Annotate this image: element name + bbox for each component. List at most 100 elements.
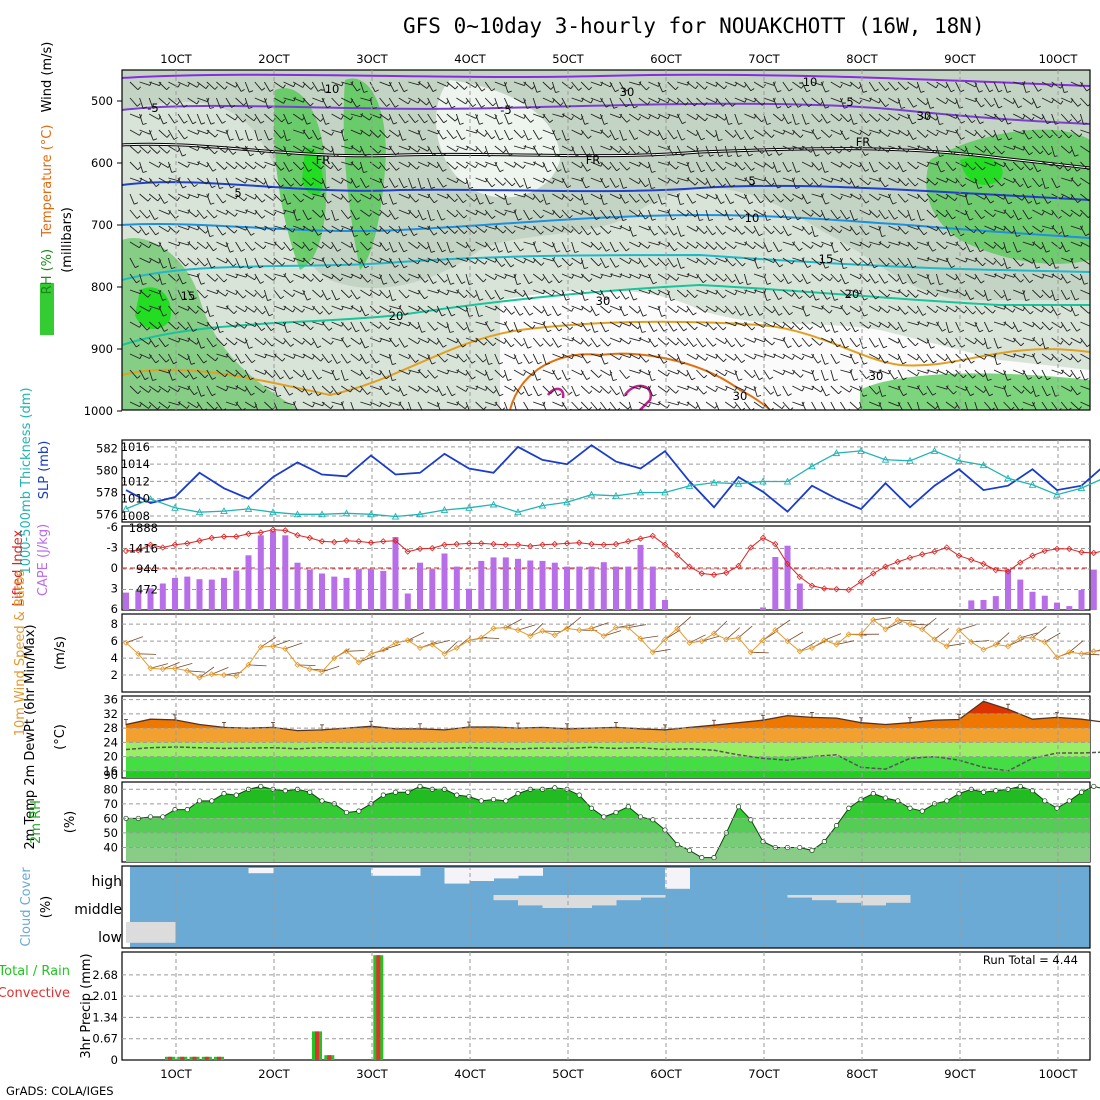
wind-barb-flag <box>540 231 544 235</box>
wind-barb-shaft <box>206 193 212 205</box>
wind-barb-flag <box>635 151 640 155</box>
wind-barb-flag <box>673 136 678 140</box>
wind-barb-flag <box>1028 136 1033 140</box>
wind-barb-flag <box>580 340 584 345</box>
wind-barb-flag <box>694 102 698 107</box>
wind-barb-shaft <box>590 257 599 267</box>
thickness-marker <box>563 498 571 506</box>
wind-barb-shaft <box>648 97 659 104</box>
wind-barb-flag <box>606 215 611 220</box>
wind-barb-shaft <box>312 241 322 249</box>
wind-barb-flag <box>1013 338 1016 343</box>
cape-bar <box>772 557 779 610</box>
wind-barb-shaft <box>984 305 993 314</box>
wind-barb-shaft <box>1012 177 1021 187</box>
wind-barb-flag <box>770 230 775 235</box>
wind-barb-shaft <box>407 177 413 189</box>
wind-barb-shaft <box>408 353 416 363</box>
wind-barb-shaft <box>897 177 907 187</box>
wind-barb-shaft <box>849 97 860 104</box>
wind-barb-shaft <box>427 305 437 313</box>
wind-barb-shaft <box>705 273 715 282</box>
wind-barb-shaft <box>436 129 444 140</box>
wind-barb-flag <box>538 137 543 140</box>
wind-barb-flag <box>254 210 258 215</box>
wind-barb-shaft <box>945 289 957 294</box>
wind-barb-flag <box>731 344 736 348</box>
rh-marker <box>417 783 423 789</box>
wind-barb-shaft <box>456 209 465 219</box>
wind-barb-shaft <box>648 305 659 311</box>
wind-barb-shaft <box>360 209 370 217</box>
wind-barb-shaft <box>974 129 983 139</box>
wind-barb-shaft <box>235 369 244 379</box>
cape-bar <box>331 576 338 610</box>
wind-barb-shaft <box>791 161 797 173</box>
wind-barb-shaft <box>801 129 813 134</box>
wind-barb-flag <box>551 228 555 233</box>
wind-barb-shaft <box>984 145 992 155</box>
wind-barb-shaft <box>628 145 637 155</box>
wind-barb-flag <box>269 89 274 92</box>
wind-barb-shaft <box>648 321 655 332</box>
wind-barb-shaft <box>859 113 867 123</box>
wind-barb-shaft <box>177 257 186 267</box>
wind-barb-flag <box>750 136 755 140</box>
wind-barb-flag <box>344 378 349 381</box>
wind-barb-shaft <box>283 241 291 251</box>
wind-barb-shaft <box>955 385 966 391</box>
thickness-marker <box>1053 490 1061 498</box>
wind-barb-shaft <box>801 289 811 299</box>
contour-25 <box>122 320 1090 397</box>
wind-barb-shaft <box>638 257 645 268</box>
wind-barb-shaft <box>484 321 492 332</box>
wind-barb-shaft <box>417 257 429 263</box>
wind-barb-shaft <box>629 161 640 167</box>
wind-barb-flag <box>837 216 841 220</box>
wind-barb-shaft <box>139 161 144 173</box>
wind-barb-shaft <box>350 401 355 410</box>
wind-barb-shaft <box>878 129 888 137</box>
wind-barb-flag <box>557 377 562 381</box>
wind-barb-shaft <box>446 113 456 122</box>
wind-barb-shaft <box>676 241 687 250</box>
wind-barb-flag <box>195 261 199 266</box>
wind-barb-flag <box>176 326 180 330</box>
wind-barb-shaft <box>753 305 761 316</box>
wind-barb-shaft <box>302 177 312 186</box>
wind-barb-flag <box>681 138 686 141</box>
wind-barb-shaft <box>705 177 712 188</box>
wind-barb-shaft <box>1080 289 1090 295</box>
wind-barb-shaft <box>619 369 627 379</box>
wind-barb-shaft <box>677 401 688 406</box>
wind-barb-flag <box>155 360 160 364</box>
wind-barb-shaft <box>1022 305 1031 315</box>
wind-barb-shaft <box>984 81 990 93</box>
wind-barb-flag <box>626 151 631 155</box>
wind-barb-flag <box>944 245 948 250</box>
wind-barb-shaft <box>897 225 906 235</box>
wind-barb-flag <box>699 155 704 158</box>
wind-barb-flag <box>157 406 161 410</box>
wind-barb-flag <box>968 411 972 412</box>
wind-barb-shaft <box>964 145 970 157</box>
cape-bar <box>404 593 411 610</box>
wind-barb-shaft <box>830 161 841 168</box>
wind-barb-flag <box>988 329 993 333</box>
cape-bar <box>208 579 215 610</box>
wind-barb-shaft <box>600 369 611 376</box>
wind-barb-shaft <box>484 97 494 107</box>
wind-barb-shaft <box>840 289 850 298</box>
wind-barb-flag <box>606 104 610 108</box>
wind-barb-flag <box>395 344 400 348</box>
wind-barb-shaft <box>331 193 342 200</box>
wind-barb-flag <box>651 170 656 173</box>
wind-barb-shaft <box>196 385 202 397</box>
wind-barb-shaft <box>936 225 944 235</box>
wind-barb-flag <box>732 311 736 315</box>
wind-barb-shaft <box>936 337 946 346</box>
wind-barb-shaft <box>734 289 746 294</box>
wind-barb-flag <box>1046 121 1051 125</box>
wind-barb-flag <box>974 132 978 137</box>
wind-barb-flag <box>885 103 889 108</box>
